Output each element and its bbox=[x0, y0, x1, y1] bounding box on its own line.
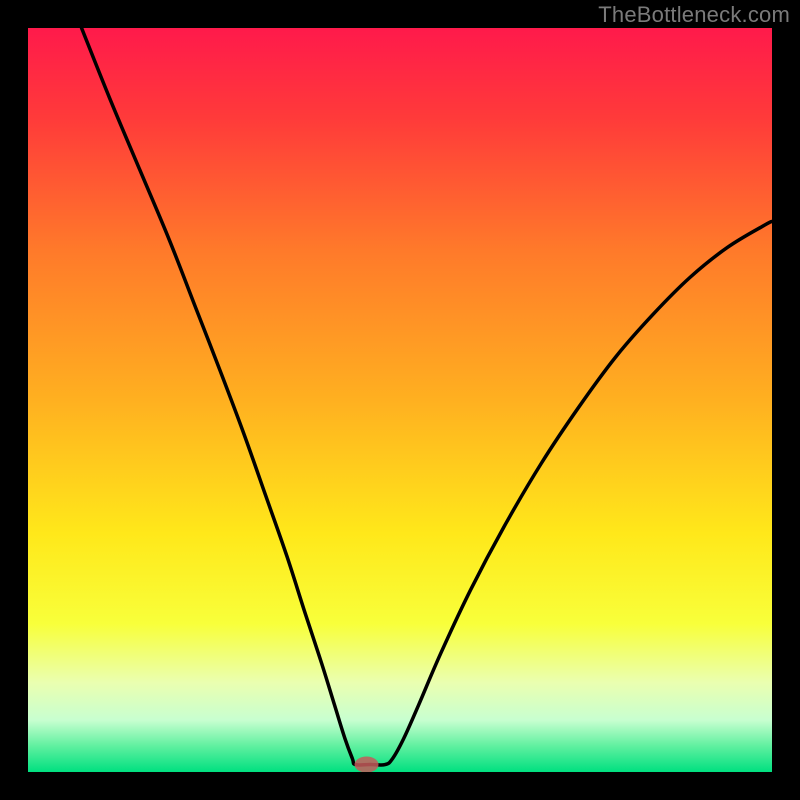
watermark-text: TheBottleneck.com bbox=[598, 2, 790, 28]
gradient-background bbox=[28, 28, 772, 772]
plot-svg bbox=[28, 28, 772, 772]
optimum-marker bbox=[355, 757, 379, 772]
chart-frame: TheBottleneck.com bbox=[0, 0, 800, 800]
plot-area bbox=[28, 28, 772, 772]
